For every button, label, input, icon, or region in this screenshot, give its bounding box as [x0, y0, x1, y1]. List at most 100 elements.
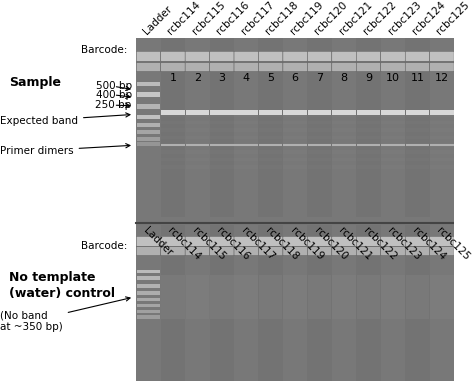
Text: 500 bp: 500 bp	[96, 81, 132, 91]
Bar	[430, 275, 454, 319]
Bar	[259, 128, 283, 132]
Bar	[186, 144, 209, 146]
Text: Sample: Sample	[9, 76, 61, 90]
Text: 5: 5	[267, 73, 274, 83]
FancyBboxPatch shape	[185, 247, 210, 256]
FancyBboxPatch shape	[308, 51, 332, 61]
FancyBboxPatch shape	[356, 236, 381, 247]
Text: 3: 3	[219, 73, 225, 83]
FancyBboxPatch shape	[332, 247, 356, 256]
FancyBboxPatch shape	[234, 62, 258, 72]
Bar	[308, 165, 331, 168]
Bar	[406, 110, 429, 115]
Bar	[210, 136, 234, 139]
Bar	[210, 144, 234, 146]
Text: rcbc122: rcbc122	[362, 225, 398, 262]
Bar	[332, 114, 356, 117]
Bar	[332, 110, 356, 115]
Bar	[161, 143, 185, 147]
Bar	[381, 143, 405, 147]
FancyBboxPatch shape	[210, 62, 234, 72]
Bar	[381, 38, 405, 216]
Bar	[137, 142, 160, 146]
Text: rcbc114: rcbc114	[166, 225, 203, 262]
Bar	[357, 158, 380, 161]
FancyBboxPatch shape	[381, 236, 405, 247]
Text: 400 bp: 400 bp	[96, 90, 132, 100]
Bar	[185, 38, 210, 216]
Bar	[406, 121, 429, 125]
FancyBboxPatch shape	[210, 247, 234, 256]
FancyBboxPatch shape	[185, 51, 210, 61]
Bar	[405, 225, 429, 381]
Bar	[136, 38, 161, 216]
Text: rcbc117: rcbc117	[239, 0, 276, 37]
Bar	[429, 38, 454, 216]
Text: rcbc115: rcbc115	[190, 225, 227, 262]
Text: Primer dimers: Primer dimers	[0, 144, 130, 156]
Bar	[357, 143, 380, 147]
Bar	[332, 143, 356, 147]
Text: 12: 12	[435, 73, 449, 83]
FancyBboxPatch shape	[405, 62, 429, 72]
Bar	[283, 38, 308, 216]
Bar	[406, 136, 429, 139]
Bar	[186, 121, 209, 125]
Text: 1: 1	[169, 73, 176, 83]
Bar	[283, 110, 307, 115]
Bar	[430, 158, 454, 161]
Bar	[161, 136, 185, 139]
FancyBboxPatch shape	[136, 247, 161, 256]
FancyBboxPatch shape	[332, 51, 356, 61]
Bar	[235, 121, 258, 125]
Bar	[357, 144, 380, 146]
Bar	[161, 275, 185, 319]
Bar	[332, 150, 356, 154]
FancyBboxPatch shape	[161, 247, 185, 256]
FancyBboxPatch shape	[210, 236, 234, 247]
Bar	[332, 165, 356, 168]
Text: (No band
at ~350 bp): (No band at ~350 bp)	[0, 297, 130, 332]
FancyBboxPatch shape	[429, 247, 454, 256]
Bar	[235, 136, 258, 139]
Bar	[161, 128, 185, 132]
FancyBboxPatch shape	[405, 51, 429, 61]
Bar	[161, 225, 185, 381]
Bar	[210, 110, 234, 115]
Bar	[235, 158, 258, 161]
Bar	[430, 143, 454, 147]
Bar	[429, 225, 454, 381]
Bar	[161, 144, 185, 146]
Bar	[137, 137, 160, 141]
Bar	[308, 136, 331, 139]
Bar	[406, 128, 429, 132]
Bar	[161, 121, 185, 125]
FancyBboxPatch shape	[405, 247, 429, 256]
Bar	[259, 136, 283, 139]
FancyBboxPatch shape	[136, 236, 161, 247]
Bar	[381, 225, 405, 381]
Bar	[381, 110, 405, 115]
Bar	[308, 158, 331, 161]
Bar	[161, 150, 185, 154]
FancyBboxPatch shape	[136, 51, 161, 61]
Text: Expected band: Expected band	[0, 113, 130, 126]
FancyBboxPatch shape	[381, 247, 405, 256]
FancyBboxPatch shape	[258, 247, 283, 256]
Bar	[235, 110, 258, 115]
Bar	[210, 114, 234, 117]
FancyBboxPatch shape	[136, 62, 161, 72]
Text: rcbc123: rcbc123	[386, 225, 423, 262]
Bar	[381, 128, 405, 132]
Bar	[406, 143, 429, 147]
Bar	[332, 275, 356, 319]
FancyBboxPatch shape	[185, 236, 210, 247]
Bar	[259, 144, 283, 146]
Bar	[332, 38, 356, 216]
Bar	[137, 315, 160, 319]
Bar	[406, 165, 429, 168]
FancyBboxPatch shape	[332, 236, 356, 247]
FancyBboxPatch shape	[258, 62, 283, 72]
FancyBboxPatch shape	[429, 62, 454, 72]
Bar	[186, 275, 209, 319]
